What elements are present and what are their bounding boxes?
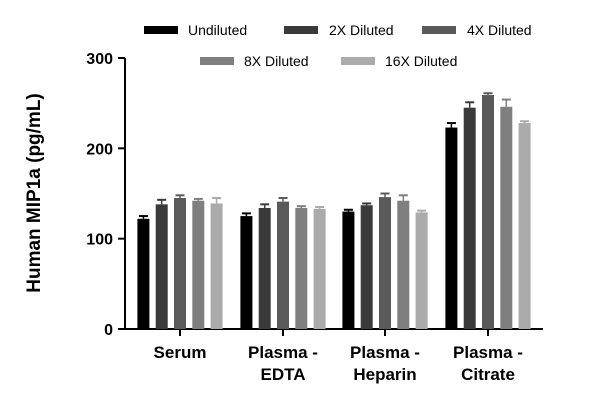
y-tick-label: 100 (86, 232, 113, 249)
bar (500, 106, 513, 329)
category-label-line: Plasma - (350, 343, 420, 362)
bars (137, 92, 531, 329)
bar (342, 211, 355, 329)
bar (240, 216, 253, 329)
legend-label: 16X Diluted (385, 53, 457, 69)
y-tick-label: 0 (104, 322, 113, 339)
category-label-line: EDTA (260, 365, 305, 384)
bar (258, 207, 271, 329)
bar (397, 200, 410, 329)
legend-item: 16X Diluted (341, 53, 457, 69)
bar (137, 218, 150, 329)
category-label-line: Heparin (353, 365, 416, 384)
legend-item: 4X Diluted (422, 22, 532, 38)
bar (360, 205, 373, 329)
bar (445, 127, 458, 329)
bar (463, 107, 476, 329)
bar (174, 198, 186, 329)
bar (415, 212, 428, 329)
category-label-line: Citrate (461, 365, 515, 384)
legend-swatch (422, 26, 456, 34)
bar (192, 200, 205, 329)
legend-swatch (200, 57, 234, 65)
legend-item: 8X Diluted (200, 53, 309, 69)
category-label: Plasma - Citrate (453, 343, 523, 384)
bar (210, 203, 223, 329)
y-tick-label: 200 (86, 141, 113, 158)
category-label-line: Plasma - (453, 343, 523, 362)
bar (379, 197, 391, 329)
bar (482, 95, 494, 329)
legend-label: 4X Diluted (467, 22, 532, 38)
legend-swatch (341, 57, 375, 65)
category-label: Plasma - EDTA (248, 343, 318, 384)
y-axis: 0 100 200 300 (86, 51, 126, 339)
y-tick-label: 300 (86, 51, 113, 68)
category-label-line: Serum (154, 343, 207, 362)
legend-item: 2X Diluted (284, 22, 394, 38)
legend-swatch (144, 26, 178, 34)
legend-label: 2X Diluted (329, 22, 394, 38)
category-label: Plasma - Heparin (350, 343, 420, 384)
legend-swatch (284, 26, 318, 34)
legend-label: 8X Diluted (244, 53, 309, 69)
legend: Undiluted 2X Diluted 4X Diluted 8X Diluted 1… (144, 22, 532, 69)
y-axis-title: Human MIP1a (pg/mL) (24, 93, 45, 293)
bar (277, 201, 289, 329)
category-label-line: Plasma - (248, 343, 318, 362)
legend-label: Undiluted (188, 22, 247, 38)
bar (155, 204, 168, 329)
category-label: Serum (154, 343, 207, 362)
bar (313, 208, 326, 329)
bar (295, 207, 308, 329)
legend-item: Undiluted (144, 22, 247, 38)
bar (518, 123, 531, 329)
